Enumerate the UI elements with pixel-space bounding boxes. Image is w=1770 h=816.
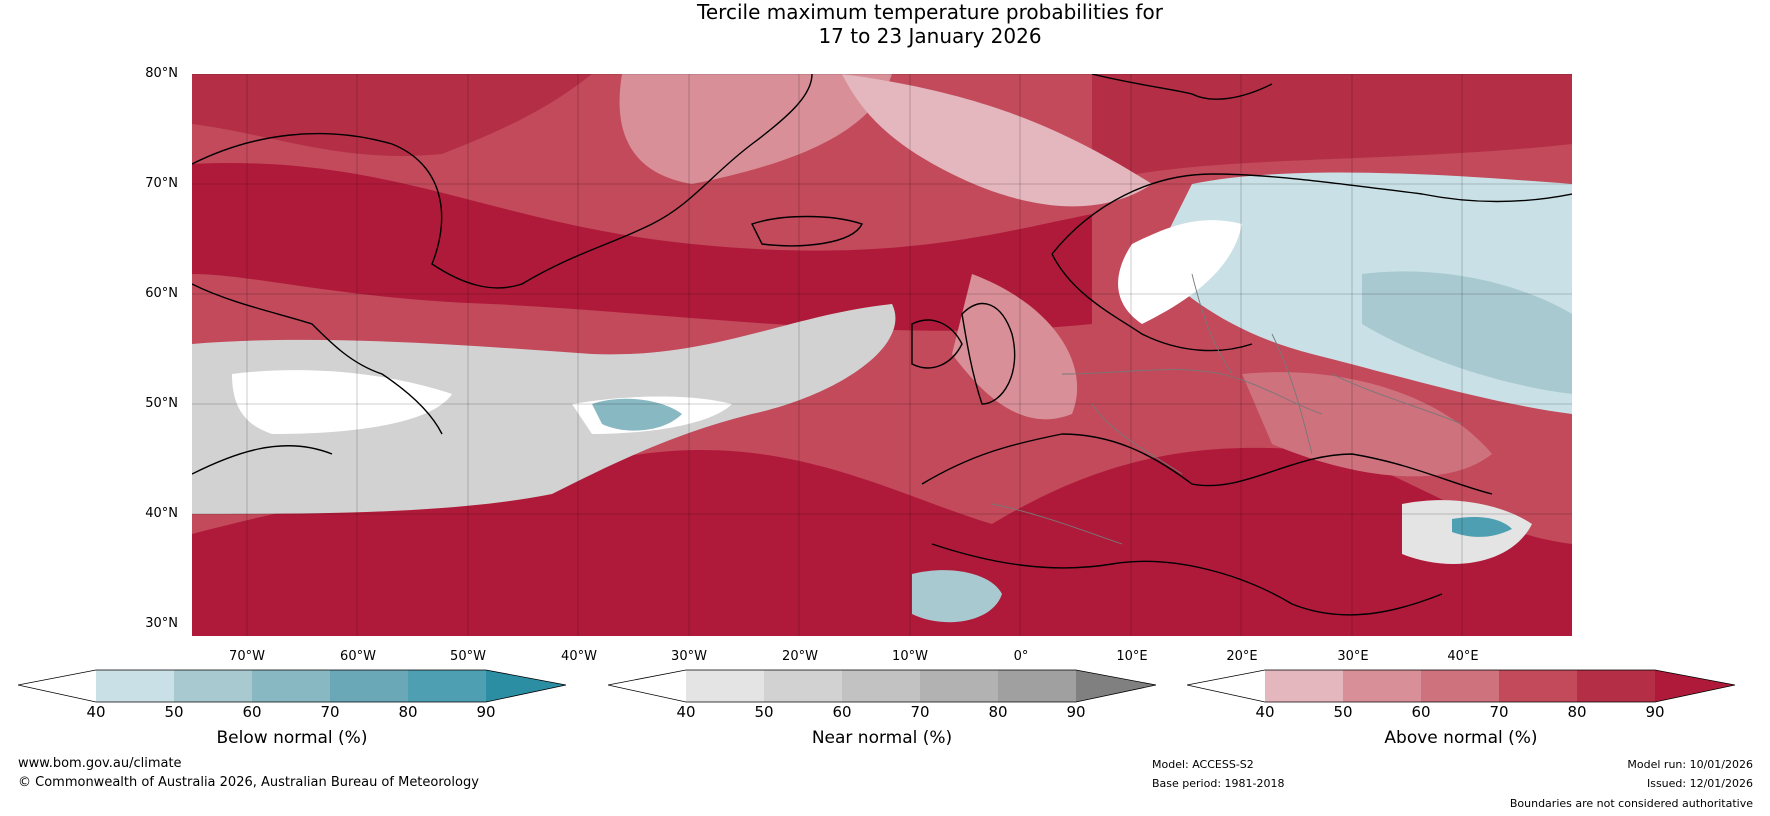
map-canvas	[192, 74, 1572, 636]
below-tick-90: 90	[476, 703, 496, 721]
lon-label-0: 0°	[1013, 649, 1029, 664]
lon-label-10w: 10°W	[892, 649, 928, 664]
region-near-60-atlantic-band	[192, 304, 896, 514]
lat-label-50n: 50°N	[145, 396, 178, 411]
region-white-norway	[1118, 220, 1242, 324]
below-tick-40: 40	[86, 703, 106, 721]
lon-label-20e: 20°E	[1226, 649, 1258, 664]
model-run-text: Model run: 10/01/2026	[1627, 758, 1753, 771]
title-line-1: Tercile maximum temperature probabilitie…	[697, 0, 1163, 24]
colorbar-below-graphic	[17, 669, 567, 703]
region-above-90-north-atlantic	[192, 163, 1092, 331]
model-text: Model: ACCESS-S2	[1152, 758, 1254, 771]
above-normal-label: Above normal (%)	[1384, 728, 1538, 748]
above-tick-80: 80	[1567, 703, 1587, 721]
colorbar-above-graphic	[1186, 669, 1736, 703]
lon-label-40w: 40°W	[561, 649, 597, 664]
above-tick-60: 60	[1411, 703, 1431, 721]
colorbar-near-seg-5	[998, 670, 1076, 702]
region-white-labrador	[232, 370, 452, 434]
colorbar-below-upper-extend	[486, 670, 566, 702]
probability-map	[192, 74, 1572, 636]
colorbar-below-seg-1	[96, 670, 174, 702]
region-below-60-russia	[1362, 271, 1572, 394]
lon-label-60w: 60°W	[340, 649, 376, 664]
colorbar-near-graphic	[607, 669, 1157, 703]
coastlines	[192, 74, 1572, 616]
region-above-80-barents	[1092, 74, 1572, 184]
colorbar-above-seg-4	[1499, 670, 1577, 702]
lat-label-70n: 70°N	[145, 176, 178, 191]
near-normal-label: Near normal (%)	[811, 728, 953, 748]
region-above-60-greenland-east	[619, 74, 892, 184]
colorbar-near-normal	[607, 668, 1158, 708]
colorbar-below-normal	[17, 668, 568, 708]
lon-label-30e: 30°E	[1337, 649, 1369, 664]
near-tick-50: 50	[754, 703, 774, 721]
lon-label-30w: 30°W	[671, 649, 707, 664]
below-normal-label: Below normal (%)	[216, 728, 368, 748]
lat-label-60n: 60°N	[145, 286, 178, 301]
colorbar-below-lower-extend	[18, 670, 96, 702]
region-above-70-eastern-europe	[1242, 372, 1492, 477]
near-tick-40: 40	[676, 703, 696, 721]
near-tick-70: 70	[910, 703, 930, 721]
colorbar-below-seg-3	[252, 670, 330, 702]
below-tick-70: 70	[320, 703, 340, 721]
issued-text: Issued: 12/01/2026	[1646, 777, 1753, 790]
colorbar-below-seg-5	[408, 670, 486, 702]
lon-label-50w: 50°W	[450, 649, 486, 664]
near-tick-80: 80	[988, 703, 1008, 721]
colorbar-above-seg-1	[1265, 670, 1343, 702]
colorbar-above-upper-extend	[1655, 670, 1735, 702]
above-tick-50: 50	[1333, 703, 1353, 721]
colorbar-above-seg-3	[1421, 670, 1499, 702]
lon-label-70w: 70°W	[229, 649, 265, 664]
borders	[991, 273, 1463, 545]
base-period-text: Base period: 1981-2018	[1152, 777, 1285, 790]
region-above-50-norwegian-sea	[842, 74, 1152, 207]
above-tick-90: 90	[1645, 703, 1665, 721]
colorbar-above-lower-extend	[1187, 670, 1265, 702]
colorbar-above-seg-5	[1577, 670, 1655, 702]
region-below-70-mid-atlantic	[592, 398, 682, 431]
region-below-90-caucasus	[1452, 517, 1512, 537]
lat-label-30n: 30°N	[145, 616, 178, 631]
website-link[interactable]: www.bom.gov.au/climate	[18, 756, 182, 771]
lon-label-20w: 20°W	[782, 649, 818, 664]
region-below-60-morocco	[912, 570, 1002, 623]
disclaimer-text: Boundaries are not considered authoritat…	[1509, 797, 1753, 810]
above-tick-70: 70	[1489, 703, 1509, 721]
lon-label-10e: 10°E	[1116, 649, 1148, 664]
colorbar-near-lower-extend	[608, 670, 686, 702]
lon-label-40e: 40°E	[1447, 649, 1479, 664]
above-tick-40: 40	[1255, 703, 1275, 721]
colorbar-above-seg-2	[1343, 670, 1421, 702]
colorbar-above-normal	[1186, 668, 1737, 708]
colorbar-below-seg-4	[330, 670, 408, 702]
below-tick-60: 60	[242, 703, 262, 721]
copyright-text: © Commonwealth of Australia 2026, Austra…	[18, 775, 479, 790]
lat-label-80n: 80°N	[145, 66, 178, 81]
below-tick-80: 80	[398, 703, 418, 721]
near-tick-90: 90	[1066, 703, 1086, 721]
near-tick-60: 60	[832, 703, 852, 721]
below-tick-50: 50	[164, 703, 184, 721]
colorbar-near-seg-3	[842, 670, 920, 702]
colorbar-near-seg-1	[686, 670, 764, 702]
colorbar-below-seg-2	[174, 670, 252, 702]
title-line-2: 17 to 23 January 2026	[818, 24, 1042, 48]
lat-label-40n: 40°N	[145, 506, 178, 521]
chart-title: Tercile maximum temperature probabilitie…	[0, 0, 1770, 48]
colorbar-near-seg-2	[764, 670, 842, 702]
colorbar-near-upper-extend	[1076, 670, 1156, 702]
colorbar-near-seg-4	[920, 670, 998, 702]
